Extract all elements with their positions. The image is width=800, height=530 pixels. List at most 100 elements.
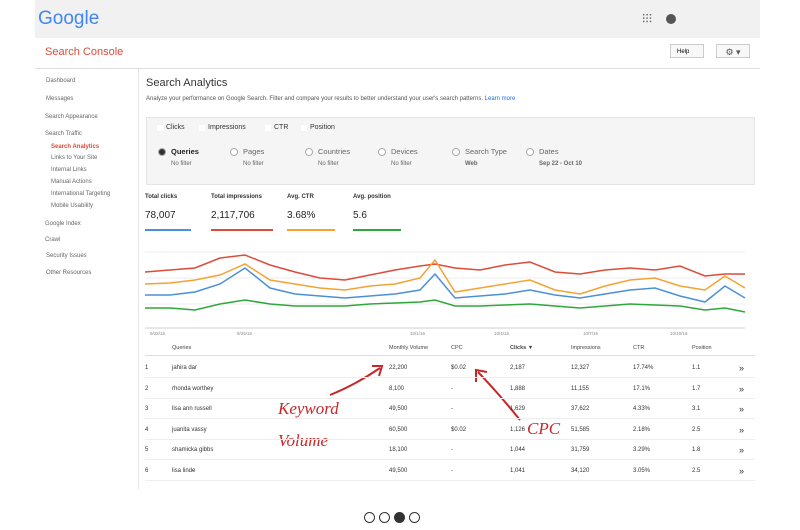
sidebar-item[interactable]: Search Traffic <box>45 131 82 137</box>
table-header[interactable]: CPC <box>451 345 463 351</box>
table-header[interactable]: Position <box>692 345 712 351</box>
checkbox[interactable]: Clicks <box>157 124 185 131</box>
learn-more[interactable]: Learn more <box>484 96 516 102</box>
sidebar-item[interactable]: Mobile Usability <box>51 203 94 209</box>
filter-name[interactable]: Countries <box>318 147 351 156</box>
row-arrow[interactable]: » <box>739 465 745 476</box>
sidebar-item[interactable]: Search Appearance <box>45 114 98 120</box>
sidebar-item[interactable]: Internal Links <box>51 167 87 173</box>
help-button[interactable]: Help <box>670 44 704 58</box>
top-bar <box>35 0 760 38</box>
filter-radio[interactable] <box>230 148 238 156</box>
filter-radio[interactable] <box>305 148 313 156</box>
filter-radio[interactable] <box>526 148 534 156</box>
table-cell: - <box>451 447 453 453</box>
sidebar-item[interactable]: International Targeting <box>51 191 111 197</box>
row-arrow[interactable]: » <box>739 445 745 455</box>
filter-value[interactable]: No filter <box>391 161 412 167</box>
table-cell[interactable]: lisa ann russell <box>172 406 212 412</box>
dot[interactable] <box>409 512 420 523</box>
filter-value[interactable]: Sep 22 - Oct 10 <box>539 161 583 167</box>
table-cell[interactable]: lisa linde <box>172 467 196 474</box>
table-cell: 1,126 <box>510 426 526 433</box>
checkbox[interactable]: CTR <box>265 124 289 131</box>
sidebar-item[interactable]: Security Issues <box>46 253 87 259</box>
table-cell: 2.18% <box>633 426 651 433</box>
checkbox[interactable]: Impressions <box>199 124 246 131</box>
table-cell: 1.7 <box>692 385 701 392</box>
table-header[interactable]: Impressions <box>571 345 601 351</box>
row-arrow[interactable]: » <box>739 383 745 394</box>
filter-value[interactable]: No filter <box>318 161 339 167</box>
table-cell: 1,041 <box>510 467 526 474</box>
dot[interactable] <box>364 512 375 523</box>
table-cell[interactable]: jahira dar <box>172 365 198 371</box>
logo[interactable]: Google <box>38 8 100 29</box>
table-cell: - <box>451 385 453 392</box>
filter-panel <box>146 117 755 185</box>
product-name[interactable]: Search Console <box>45 46 124 58</box>
date-label: 10/7/16 <box>583 331 599 336</box>
sidebar-item[interactable]: Google Index <box>45 221 81 227</box>
table-cell: 5 <box>145 447 149 453</box>
metric-bar <box>145 229 191 231</box>
table-cell[interactable]: juanita vassy <box>172 426 207 433</box>
table-cell: 18,100 <box>389 447 408 453</box>
row-arrow[interactable]: » <box>739 424 745 435</box>
metric-bar <box>287 229 335 231</box>
table-header[interactable]: Clicks ▼ <box>510 345 534 351</box>
table-header[interactable]: CTR <box>633 345 645 351</box>
table-cell: 1,044 <box>510 447 526 453</box>
table-cell: 34,120 <box>571 467 590 474</box>
filter-name[interactable]: Dates <box>539 147 559 156</box>
filter-value[interactable]: No filter <box>171 161 192 167</box>
filter-radio[interactable] <box>378 148 386 156</box>
row-line <box>145 479 755 481</box>
filter-value[interactable]: No filter <box>243 161 264 167</box>
dot[interactable] <box>379 512 390 523</box>
apps-icon[interactable] <box>642 13 652 23</box>
table-header: Queries <box>172 345 192 351</box>
filter-radio[interactable] <box>452 148 460 156</box>
table-header[interactable]: Monthly Volume <box>389 345 429 351</box>
filter-name[interactable]: Pages <box>243 147 265 156</box>
metric-value: 78,007 <box>145 210 176 221</box>
row-line <box>145 418 755 419</box>
page-title: Search Analytics <box>146 77 228 89</box>
settings-button[interactable]: ⚙ ▾ <box>716 44 750 58</box>
table-cell[interactable]: rhonda worthey <box>172 385 214 392</box>
table-cell: 2,187 <box>510 365 526 371</box>
dot[interactable] <box>394 512 405 523</box>
checkbox[interactable]: Position <box>301 124 335 131</box>
sidebar-item[interactable]: Messages <box>46 96 74 102</box>
filter-name[interactable]: Search Type <box>465 147 507 156</box>
sidebar-item[interactable]: Search Analytics <box>51 144 100 150</box>
filter-radio[interactable] <box>158 148 166 156</box>
sidebar-item[interactable]: Links to Your Site <box>51 155 98 161</box>
metric-value: 5.6 <box>353 210 367 221</box>
console-bar <box>35 38 760 69</box>
metric-label[interactable]: Avg. CTR <box>287 194 314 200</box>
sidebar-item[interactable]: Dashboard <box>46 78 76 84</box>
table-cell: 49,500 <box>389 467 408 474</box>
account-icon[interactable] <box>666 14 676 24</box>
row-arrow[interactable]: » <box>739 404 745 414</box>
table-cell: 2.5 <box>692 467 701 474</box>
sidebar-item[interactable]: Other Resources <box>46 270 92 276</box>
table-cell[interactable]: shamicka gibbs <box>172 447 214 453</box>
table-cell: 51,585 <box>571 426 590 433</box>
table-cell: 1.1 <box>692 365 701 371</box>
row-arrow[interactable]: » <box>739 363 745 373</box>
sidebar-item[interactable]: Crawl <box>45 237 61 243</box>
sidebar-item[interactable]: Manual Actions <box>51 179 92 185</box>
filter-name[interactable]: Queries <box>171 147 199 156</box>
metric-label[interactable]: Total clicks <box>145 194 178 200</box>
metric-label[interactable]: Avg. position <box>353 194 391 200</box>
table-cell: 11,155 <box>571 385 589 392</box>
filter-value[interactable]: Web <box>465 161 478 167</box>
metric-label[interactable]: Total impressions <box>211 194 262 200</box>
row-line <box>145 397 755 399</box>
filter-name[interactable]: Devices <box>391 147 418 156</box>
table-cell: 2 <box>145 385 149 392</box>
